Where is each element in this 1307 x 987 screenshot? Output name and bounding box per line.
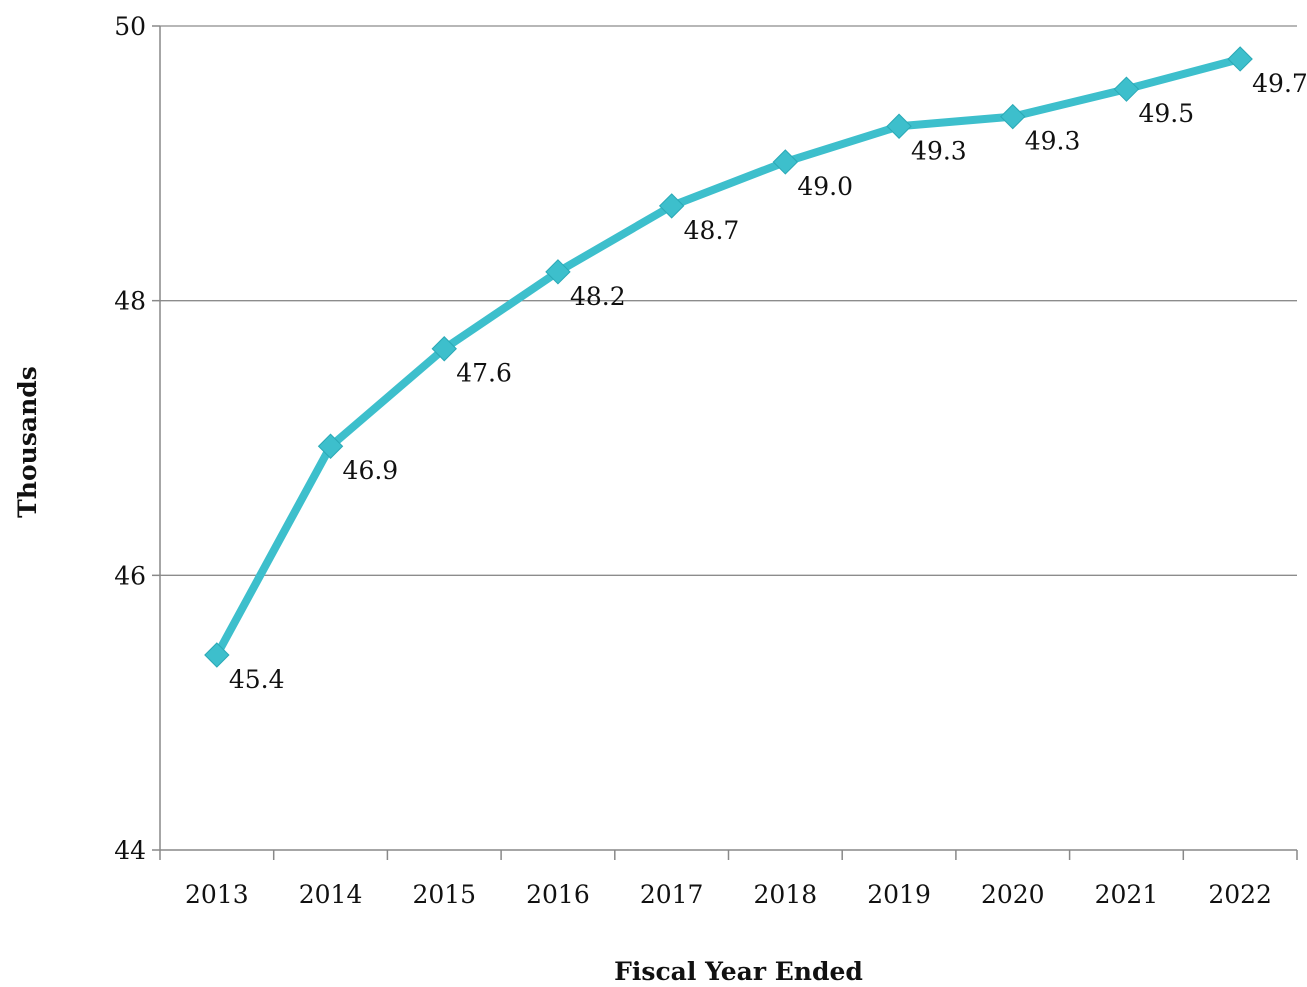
data-point <box>317 433 344 459</box>
x-tick-label: 2020 <box>981 880 1045 909</box>
y-tick-label: 46 <box>114 561 146 590</box>
y-axis-title: Thousands <box>13 366 42 518</box>
data-label: 49.3 <box>1025 127 1081 156</box>
data-label: 49.5 <box>1138 99 1194 128</box>
x-tick-label: 2016 <box>526 880 590 909</box>
data-label: 45.4 <box>229 665 285 694</box>
data-label: 48.2 <box>570 282 626 311</box>
y-tick-label: 48 <box>114 287 146 316</box>
data-point <box>545 259 571 285</box>
y-tick-labels: 44 46 48 50 <box>114 12 160 865</box>
x-tick-label: 2022 <box>1208 880 1272 909</box>
x-tick-labels: 2013 2014 2015 2016 2017 2018 2019 2020 2021 2022 <box>159 850 1298 909</box>
data-point <box>886 113 912 139</box>
data-label: 49.7 <box>1252 69 1307 98</box>
data-point <box>1227 46 1253 72</box>
data-point <box>204 642 230 668</box>
data-point <box>431 336 457 362</box>
data-label: 48.7 <box>684 216 740 245</box>
data-label: 47.6 <box>456 359 512 388</box>
data-label: 49.3 <box>911 136 967 165</box>
data-label: 49.0 <box>797 172 853 201</box>
x-tick-label: 2014 <box>299 880 363 909</box>
data-point <box>772 149 799 175</box>
y-tick-label: 44 <box>114 836 146 865</box>
x-tick-label: 2013 <box>185 880 249 909</box>
x-tick-label: 2018 <box>754 880 818 909</box>
x-axis-title: Fiscal Year Ended <box>614 957 863 986</box>
data-label: 46.9 <box>343 456 399 485</box>
x-tick-label: 2021 <box>1095 880 1159 909</box>
data-point <box>1000 103 1026 130</box>
series-line <box>212 54 1245 659</box>
grid-lines <box>160 25 1297 576</box>
series: 45.4 46.9 47.6 48.2 48.7 49.0 49.3 49.3 49.5 49.7 <box>204 46 1307 694</box>
data-point <box>658 193 685 219</box>
data-point <box>1113 76 1140 102</box>
x-tick-label: 2015 <box>412 880 476 909</box>
x-tick-label: 2019 <box>867 880 931 909</box>
x-tick-label: 2017 <box>640 880 704 909</box>
y-tick-label: 50 <box>114 12 146 41</box>
